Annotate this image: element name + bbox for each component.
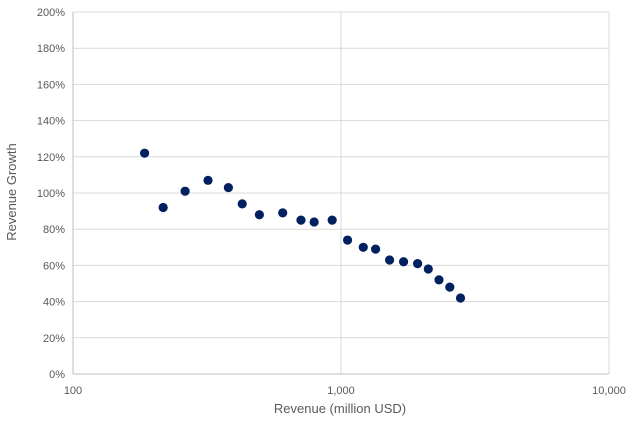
data-point [342,235,353,245]
data-point [296,215,306,225]
y-tick-label: 200% [37,7,65,19]
data-point [358,242,368,252]
y-tick-label: 20% [43,333,65,345]
data-point [158,202,168,213]
x-axis-title: Revenue (million USD) [274,401,406,416]
x-tick-label: 1,000 [327,385,355,397]
data-point [412,258,423,269]
y-tick-label: 0% [49,369,65,381]
gridlines [73,11,610,374]
x-tick-labels: 100 1,000 10,000 [64,385,626,397]
data-point [140,148,150,158]
y-tick-label: 160% [37,79,65,91]
data-point [237,199,247,209]
data-point [370,244,381,254]
y-tick-label: 100% [37,188,65,200]
data-point [278,208,288,218]
data-point [455,293,466,303]
data-point [384,255,395,265]
data-point [309,217,319,227]
x-tick-label: 10,000 [592,385,626,397]
data-point [423,264,433,274]
data-point [254,210,264,220]
y-tick-label: 180% [37,43,65,55]
y-tick-label: 140% [37,116,65,128]
y-tick-label: 80% [43,224,65,236]
y-tick-label: 60% [43,260,65,272]
data-point [434,275,444,285]
data-point [398,257,409,267]
data-point [180,186,190,196]
data-point [445,282,455,292]
data-point [223,182,233,193]
y-axis-title: Revenue Growth [4,143,19,241]
x-tick-label: 100 [64,385,82,397]
y-tick-labels: 0% 20% 40% 60% 80% 100% 120% 140% 160% 180% 200% [37,7,65,381]
y-tick-label: 120% [37,152,65,164]
y-tick-label: 40% [43,297,65,309]
data-point [203,175,213,185]
axes [72,12,609,375]
data-point [327,215,337,225]
data-points [140,148,466,303]
